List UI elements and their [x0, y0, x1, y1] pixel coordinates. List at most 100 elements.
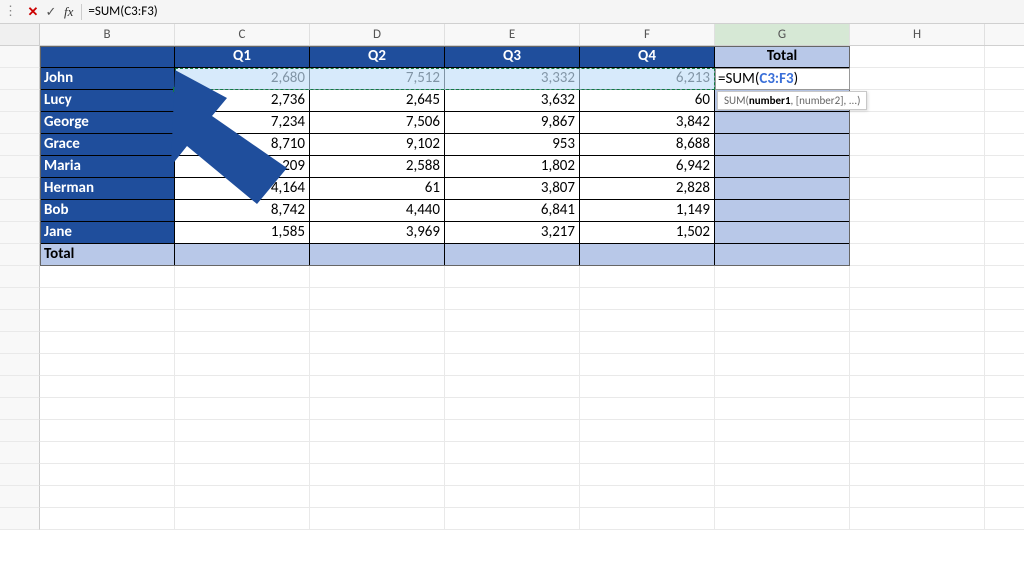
cell[interactable]	[40, 376, 175, 398]
cell[interactable]	[580, 486, 715, 508]
cell[interactable]	[985, 90, 1024, 112]
cell[interactable]: Maria	[40, 156, 175, 178]
cell[interactable]	[985, 332, 1024, 354]
cell[interactable]	[715, 200, 850, 222]
row-header[interactable]	[0, 420, 40, 442]
cell[interactable]: 3,842	[580, 112, 715, 134]
cell[interactable]	[310, 354, 445, 376]
cell[interactable]	[445, 398, 580, 420]
cell[interactable]: Q3	[445, 46, 580, 68]
cell[interactable]	[580, 420, 715, 442]
cell[interactable]: 209	[175, 156, 310, 178]
cell[interactable]	[985, 420, 1024, 442]
cell[interactable]: 7,512	[310, 68, 445, 90]
cell[interactable]: 6,841	[445, 200, 580, 222]
cell[interactable]	[175, 376, 310, 398]
cell[interactable]: 3,969	[310, 222, 445, 244]
sheet-cells[interactable]: Q1Q2Q3Q4TotalJohn2,6807,5123,3326,213Luc…	[0, 46, 1024, 530]
cell[interactable]	[850, 46, 985, 68]
cell[interactable]	[175, 244, 310, 266]
cell[interactable]	[850, 442, 985, 464]
cell[interactable]	[445, 266, 580, 288]
cell[interactable]	[445, 508, 580, 530]
cell[interactable]	[985, 200, 1024, 222]
cell[interactable]	[445, 376, 580, 398]
cell[interactable]	[445, 332, 580, 354]
cell[interactable]	[715, 420, 850, 442]
col-header-D[interactable]: D	[310, 24, 445, 45]
cell[interactable]	[40, 442, 175, 464]
cell[interactable]: Q1	[175, 46, 310, 68]
col-header-C[interactable]: C	[175, 24, 310, 45]
row-header[interactable]	[0, 376, 40, 398]
cell[interactable]	[985, 442, 1024, 464]
cell[interactable]: Q4	[580, 46, 715, 68]
cell[interactable]	[715, 376, 850, 398]
cell[interactable]	[40, 46, 175, 68]
cell[interactable]: Total	[715, 46, 850, 68]
cancel-icon[interactable]: ✕	[24, 4, 42, 20]
cell[interactable]	[445, 420, 580, 442]
cell[interactable]: 1,502	[580, 222, 715, 244]
enter-icon[interactable]: ✓	[42, 4, 60, 20]
cell[interactable]: 4,164	[175, 178, 310, 200]
cell[interactable]	[175, 420, 310, 442]
cell[interactable]	[445, 244, 580, 266]
cell[interactable]	[850, 508, 985, 530]
cell[interactable]	[715, 354, 850, 376]
cell[interactable]	[985, 354, 1024, 376]
cell[interactable]	[850, 134, 985, 156]
cell[interactable]: 61	[310, 178, 445, 200]
cell[interactable]	[715, 442, 850, 464]
cell[interactable]	[310, 398, 445, 420]
cell[interactable]	[715, 266, 850, 288]
row-header[interactable]	[0, 354, 40, 376]
cell[interactable]: 2,680	[175, 68, 310, 90]
cell[interactable]	[310, 486, 445, 508]
row-header[interactable]	[0, 244, 40, 266]
cell[interactable]	[850, 156, 985, 178]
cell[interactable]	[580, 310, 715, 332]
cell[interactable]: 9,867	[445, 112, 580, 134]
cell[interactable]	[310, 508, 445, 530]
cell[interactable]	[715, 508, 850, 530]
cell[interactable]	[445, 288, 580, 310]
cell[interactable]	[985, 222, 1024, 244]
cell[interactable]: Lucy	[40, 90, 175, 112]
cell[interactable]	[985, 310, 1024, 332]
cell[interactable]	[850, 486, 985, 508]
col-header-G[interactable]: G	[715, 24, 850, 45]
row-header[interactable]	[0, 222, 40, 244]
cell[interactable]: 3,332	[445, 68, 580, 90]
row-header[interactable]	[0, 486, 40, 508]
row-header[interactable]	[0, 90, 40, 112]
cell[interactable]	[40, 464, 175, 486]
cell[interactable]	[445, 310, 580, 332]
cell[interactable]	[985, 266, 1024, 288]
cell[interactable]	[715, 112, 850, 134]
cell[interactable]	[715, 310, 850, 332]
cell[interactable]	[985, 156, 1024, 178]
cell[interactable]: 6,942	[580, 156, 715, 178]
cell[interactable]	[580, 508, 715, 530]
col-header-B[interactable]: B	[40, 24, 175, 45]
cell[interactable]	[445, 464, 580, 486]
cell[interactable]	[310, 464, 445, 486]
cell[interactable]	[850, 376, 985, 398]
cell[interactable]	[850, 354, 985, 376]
cell[interactable]	[445, 354, 580, 376]
cell[interactable]	[580, 332, 715, 354]
cell[interactable]	[580, 266, 715, 288]
cell[interactable]: John	[40, 68, 175, 90]
cell[interactable]	[40, 398, 175, 420]
cell[interactable]	[850, 420, 985, 442]
cell[interactable]: 953	[445, 134, 580, 156]
cell[interactable]: 60	[580, 90, 715, 112]
cell[interactable]	[850, 244, 985, 266]
cell[interactable]	[580, 464, 715, 486]
cell[interactable]	[175, 354, 310, 376]
row-header[interactable]	[0, 508, 40, 530]
cell[interactable]	[850, 464, 985, 486]
cell[interactable]: 8,688	[580, 134, 715, 156]
cell[interactable]	[580, 398, 715, 420]
